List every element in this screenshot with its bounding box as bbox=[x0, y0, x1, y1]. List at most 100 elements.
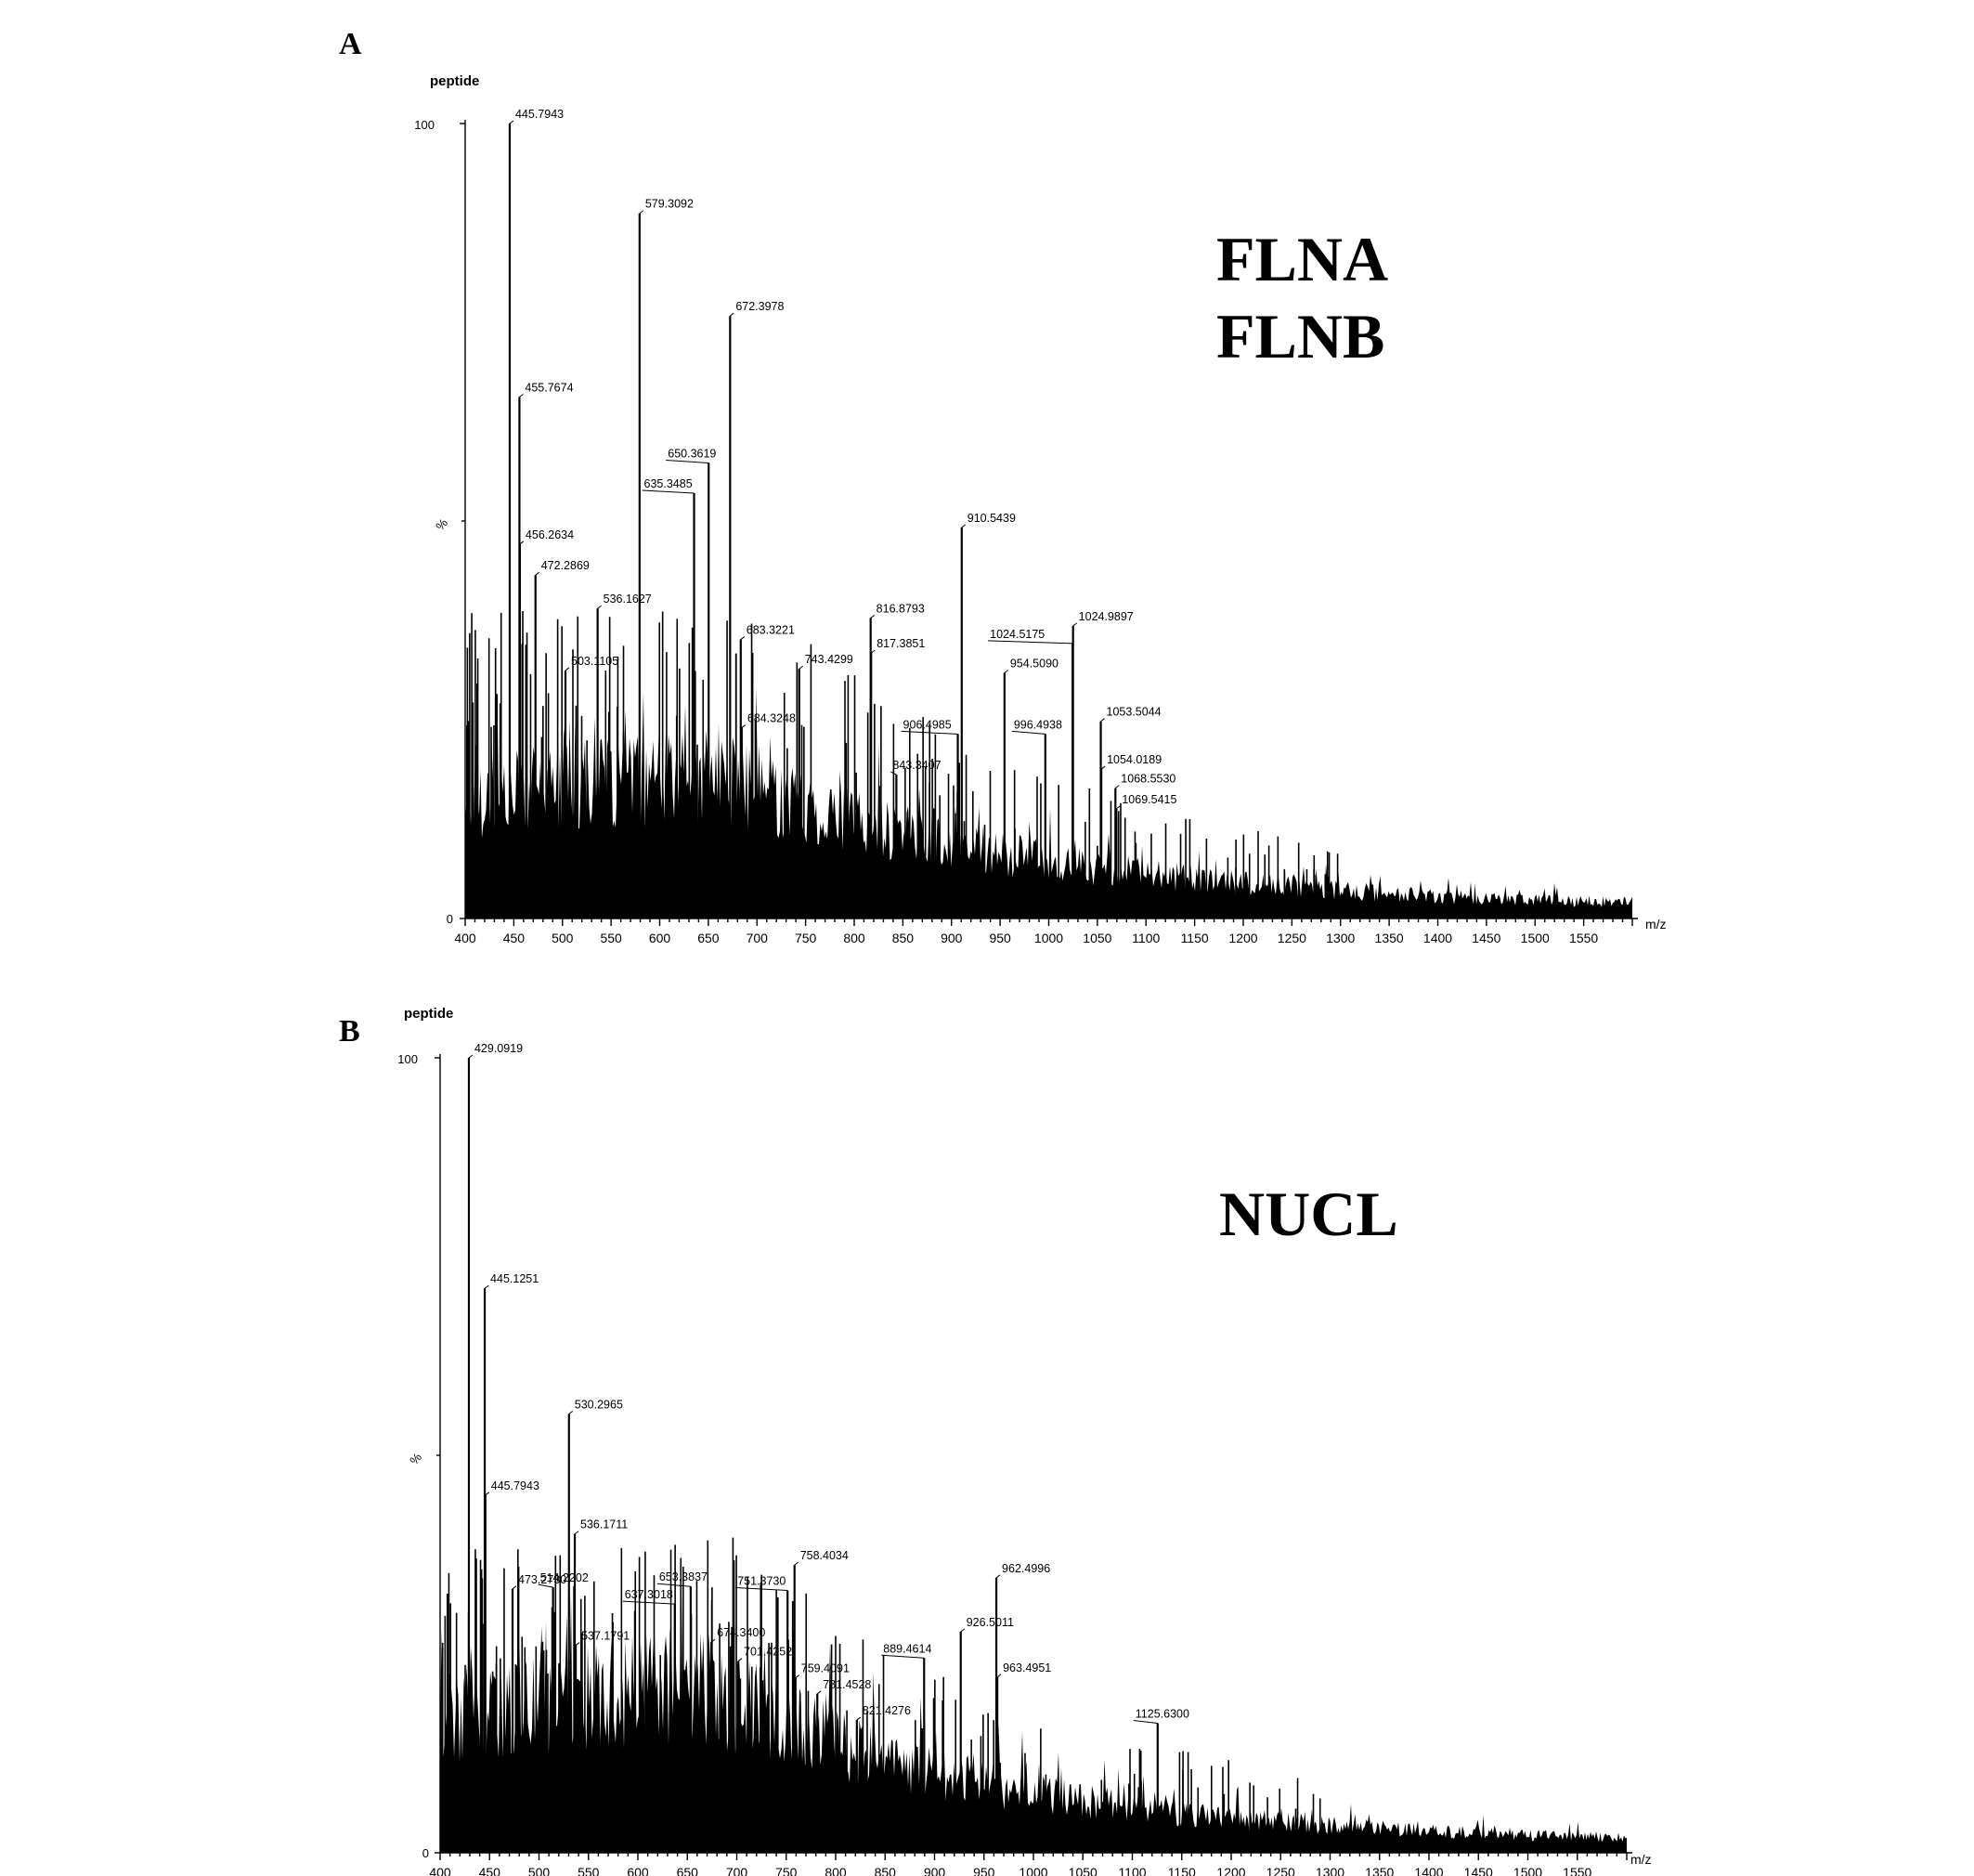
peak-leader bbox=[575, 1642, 580, 1646]
y-axis-label-a: % bbox=[433, 515, 450, 533]
x-tick-label: 1400 bbox=[1414, 1865, 1443, 1876]
peak-label: 743.4299 bbox=[805, 653, 853, 666]
peak-label: 1024.9897 bbox=[1079, 610, 1134, 623]
y-tick-label-top-a: 100 bbox=[414, 118, 435, 132]
x-tick-label: 1150 bbox=[1168, 1865, 1196, 1876]
x-tick-label: 1250 bbox=[1278, 931, 1306, 945]
peak-label: 926.5011 bbox=[967, 1616, 1014, 1629]
peak-label: 530.2965 bbox=[575, 1398, 623, 1411]
peak-label: 456.2634 bbox=[526, 528, 574, 541]
peak-leader bbox=[568, 1411, 574, 1414]
peak-label: 455.7674 bbox=[525, 381, 573, 394]
x-tick-label: 1000 bbox=[1019, 1865, 1047, 1876]
x-tick-label: 1550 bbox=[1569, 931, 1598, 945]
peak-label: 445.1251 bbox=[490, 1272, 539, 1285]
panel-b: B peptide NUCL 100 % 0 m/z 400 450 500 550 6… bbox=[339, 1006, 1652, 1876]
peak-leader bbox=[512, 1585, 517, 1590]
x-tick-label: 1050 bbox=[1069, 1865, 1097, 1876]
x-tick-label: 1450 bbox=[1464, 1865, 1493, 1876]
peak-leader bbox=[656, 1583, 691, 1587]
peak-label: 579.3092 bbox=[645, 198, 694, 211]
peak-leader bbox=[988, 640, 1073, 645]
peak-leader bbox=[519, 541, 525, 545]
x-tick-label: 800 bbox=[843, 931, 865, 945]
x-tick-label: 1450 bbox=[1472, 931, 1500, 945]
x-tick-label: 550 bbox=[600, 931, 622, 945]
peak-label: 1024.5175 bbox=[990, 628, 1045, 641]
x-tick-label: 1150 bbox=[1181, 931, 1209, 945]
x-tick-label: 1000 bbox=[1034, 931, 1063, 945]
peak-label: 816.8793 bbox=[877, 602, 925, 615]
peak-leader bbox=[740, 636, 746, 640]
peak-label: 635.3485 bbox=[644, 477, 693, 490]
x-tick-label: 400 bbox=[454, 931, 476, 945]
x-tick-label: 800 bbox=[825, 1865, 847, 1876]
peak-label: 843.3407 bbox=[892, 759, 941, 772]
peak-leader bbox=[881, 1654, 925, 1659]
peak-label: 701.4252 bbox=[744, 1646, 792, 1659]
peak-label: 781.4528 bbox=[823, 1678, 871, 1691]
x-tick-label: 1050 bbox=[1083, 931, 1111, 945]
peak-label: 429.0919 bbox=[474, 1042, 523, 1055]
peak-label: 1054.0189 bbox=[1107, 753, 1162, 766]
x-tick-label: 1200 bbox=[1216, 1865, 1245, 1876]
peak-label: 758.4034 bbox=[800, 1549, 849, 1562]
x-tick-label: 450 bbox=[503, 931, 526, 945]
peak-label: 473.2730 bbox=[518, 1573, 566, 1586]
x-tick-label: 1350 bbox=[1365, 1865, 1394, 1876]
peak-label: 672.3978 bbox=[735, 300, 784, 313]
peak-leader bbox=[519, 394, 524, 397]
peak-leader bbox=[597, 605, 602, 609]
x-tick-label: 700 bbox=[726, 1865, 748, 1876]
peak-leader bbox=[1100, 765, 1106, 770]
x-tick-label: 1100 bbox=[1118, 1865, 1146, 1876]
peak-leader bbox=[485, 1492, 490, 1496]
protein-label-nucl: NUCL bbox=[1219, 1179, 1398, 1249]
x-tick-label: 550 bbox=[578, 1865, 600, 1876]
peak-leader bbox=[710, 1638, 716, 1643]
peak-leader bbox=[890, 771, 897, 775]
peak-leader bbox=[622, 1600, 675, 1605]
x-tick-label: 1300 bbox=[1316, 1865, 1344, 1876]
y-tick-label-top-b: 100 bbox=[397, 1052, 418, 1066]
peak-label: 963.4951 bbox=[1003, 1661, 1051, 1674]
x-tick-label: 900 bbox=[941, 931, 963, 945]
peak-leader bbox=[996, 1674, 1002, 1678]
x-tick-label: 500 bbox=[552, 931, 574, 945]
peak-label: 962.4996 bbox=[1002, 1562, 1050, 1575]
x-tick-label: 450 bbox=[479, 1865, 501, 1876]
x-tick-label: 1200 bbox=[1228, 931, 1257, 945]
x-tick-label: 600 bbox=[627, 1865, 649, 1876]
peak-leader bbox=[1100, 718, 1105, 723]
peak-leader bbox=[666, 460, 709, 464]
peak-label: 1069.5415 bbox=[1122, 793, 1176, 806]
peak-leader bbox=[484, 1284, 489, 1289]
peak-leader bbox=[468, 1054, 474, 1059]
peak-leader bbox=[509, 120, 514, 124]
peak-leader bbox=[1115, 785, 1120, 789]
protein-label-flna: FLNA bbox=[1216, 224, 1388, 294]
peak-leader bbox=[870, 615, 875, 619]
x-tick-label: 600 bbox=[649, 931, 671, 945]
peak-label: 683.3221 bbox=[747, 624, 795, 637]
peak-leader bbox=[639, 210, 644, 215]
peak-label: 472.2869 bbox=[541, 559, 590, 572]
x-tick-label: 500 bbox=[528, 1865, 551, 1876]
peak-label: 503.1105 bbox=[571, 655, 618, 668]
protein-label-flnb: FLNB bbox=[1216, 301, 1384, 371]
x-tick-label: 1250 bbox=[1266, 1865, 1295, 1876]
peak-label: 637.3018 bbox=[625, 1588, 673, 1601]
peak-label: 821.4276 bbox=[863, 1704, 911, 1717]
peak-label: 954.5090 bbox=[1010, 657, 1058, 670]
plot-area-b: 400 450 500 550 600 650 700 750 800 850 900 950 1000… bbox=[429, 1042, 1632, 1876]
peak-leader bbox=[538, 1583, 553, 1588]
panel-a: A peptide FLNA FLNB 100 % 0 m/z 400 450 50… bbox=[339, 27, 1667, 945]
x-tick-label: 400 bbox=[429, 1865, 451, 1876]
peak-label: 759.4091 bbox=[801, 1662, 850, 1675]
panel-letter-a: A bbox=[339, 27, 362, 61]
peak-leader bbox=[565, 667, 570, 671]
peak-label: 650.3619 bbox=[668, 448, 716, 461]
peak-leader bbox=[1116, 805, 1121, 810]
peak-label: 653.3837 bbox=[659, 1570, 708, 1583]
